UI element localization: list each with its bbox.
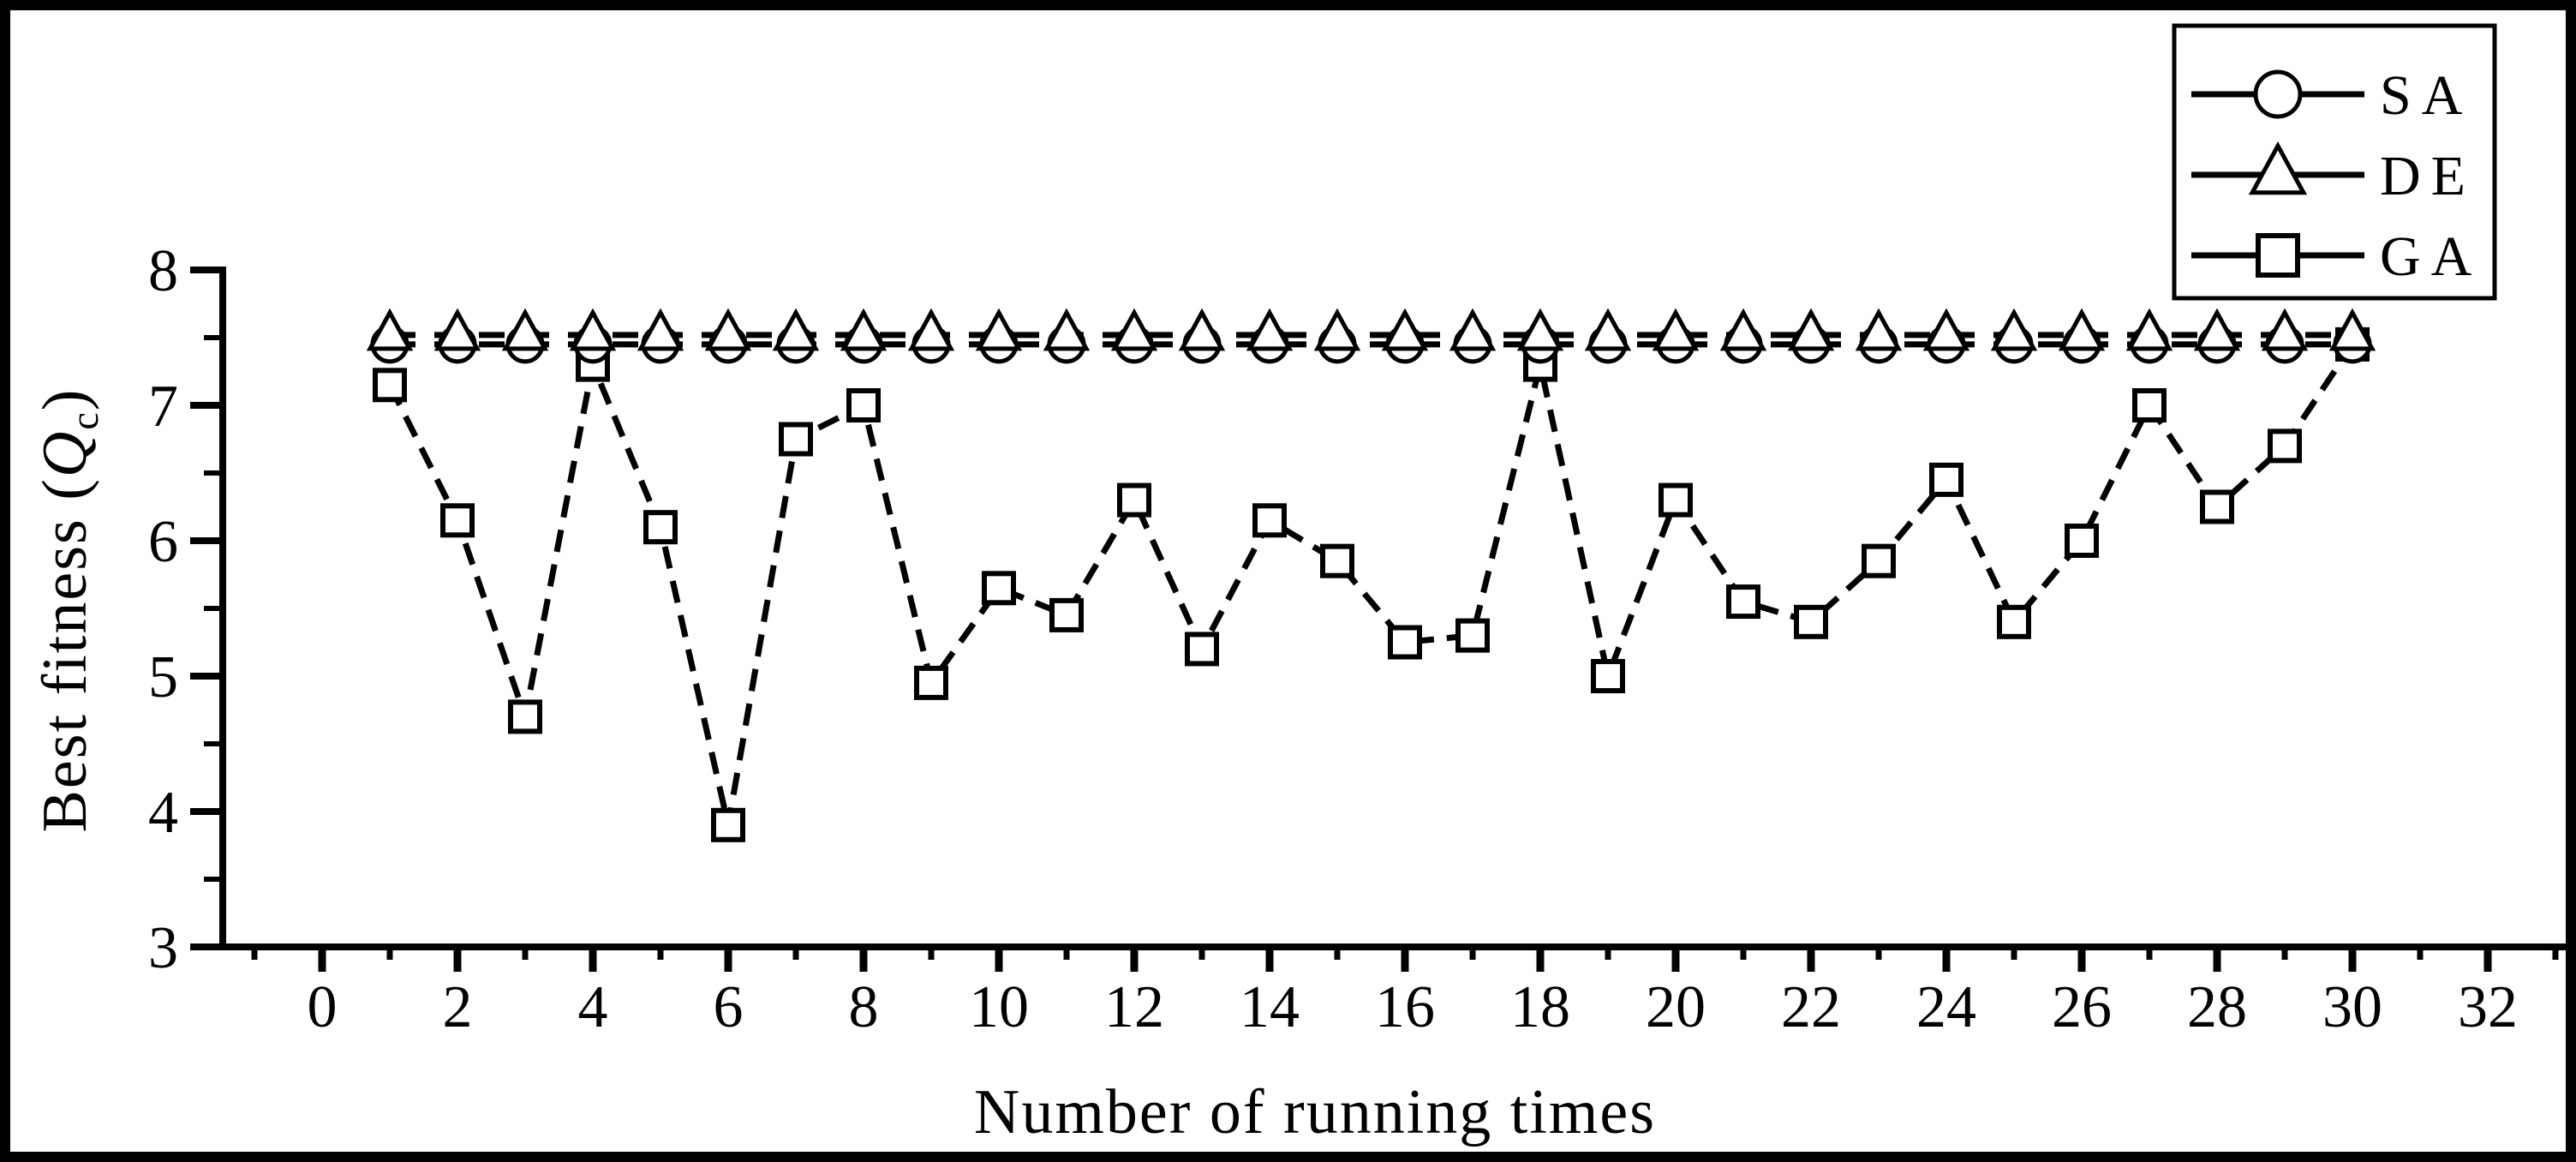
x-tick-label-18: 18 [1510,974,1570,1040]
x-axis-title: Number of running times [974,1077,1656,1147]
DE-marker [1787,308,1835,351]
x-tick-label-24: 24 [1916,974,1976,1040]
DE-marker [2058,308,2106,351]
x-tick-label-4: 4 [578,974,608,1040]
GA-marker [846,388,881,422]
GA-marker [508,699,542,734]
GA-marker [914,665,948,700]
legend-entry-GA: GA [2191,225,2482,288]
legend-circle-icon [2253,69,2303,119]
DE-marker [501,308,549,351]
GA-marker [1862,543,1896,578]
DE-marker [569,308,617,351]
DE-marker [772,308,820,351]
GA-marker [1185,632,1219,667]
x-tick-label-30: 30 [2322,974,2382,1040]
GA-marker [1659,482,1693,518]
GA-marker [711,807,745,842]
axis-ticks [190,267,2559,972]
legend-label-DE: DE [2380,145,2476,207]
GA-marker [1929,462,1963,497]
x-tick-label-10: 10 [969,974,1029,1040]
y-tick-label-5: 5 [148,644,178,710]
DE-marker [637,308,684,351]
DE-marker [1381,308,1429,351]
DE-marker [1178,308,1226,351]
GA-marker [643,510,678,545]
x-tick-label-0: 0 [308,974,338,1040]
GA-marker [1117,482,1151,518]
DE-marker [704,308,752,351]
legend-entry-SA: SA [2191,64,2472,127]
GA-marker [2268,428,2302,464]
x-tick-label-14: 14 [1240,974,1300,1040]
legend-square-icon [2256,233,2300,278]
legend-triangle-icon [2248,141,2308,195]
GA-marker [2132,388,2167,422]
DE-marker [1043,308,1091,351]
y-tick-label-7: 7 [148,374,178,440]
GA-marker [2200,489,2234,524]
x-tick-label-26: 26 [2052,974,2112,1040]
GA-marker [373,368,407,403]
GA-marker [440,503,475,538]
DE-marker [2193,308,2241,351]
y-tick-label-4: 4 [148,780,178,846]
GA-marker [1049,597,1084,632]
DE-marker [907,308,955,351]
DE-marker [2261,308,2309,351]
x-tick-label-12: 12 [1104,974,1164,1040]
DE-marker [1110,308,1158,351]
y-tick-label-6: 6 [148,509,178,575]
GA-marker [1320,543,1354,578]
x-tick-label-6: 6 [714,974,744,1040]
DE-marker [1855,308,1903,351]
DE-marker [2328,308,2376,351]
x-tick-label-16: 16 [1375,974,1435,1040]
y-tick-label-8: 8 [148,238,178,304]
legend: SA DE GA [2172,23,2497,301]
DE-marker [1922,308,1970,351]
DE-marker [1516,308,1564,351]
DE-marker [975,308,1023,351]
x-tick-label-28: 28 [2187,974,2247,1040]
GA-marker [1794,604,1828,639]
GA-marker [1388,625,1422,660]
GA-marker [1252,503,1287,538]
x-tick-label-2: 2 [443,974,473,1040]
y-tick-label-3: 3 [148,915,178,981]
legend-label-GA: GA [2380,225,2482,288]
DE-marker [1719,308,1767,351]
GA-marker [2065,524,2099,558]
y-axis-title: Best fitness (Qc) [30,388,106,833]
DE-marker [840,308,888,351]
GA-marker [1997,604,2031,639]
DE-marker [1584,308,1632,351]
x-tick-label-22: 22 [1781,974,1841,1040]
GA-marker [1455,618,1490,653]
DE-marker [366,308,414,351]
GA-marker [779,422,813,457]
GA-marker [1726,584,1760,620]
GA-marker [982,571,1016,606]
DE-marker [1313,308,1361,351]
x-tick-label-20: 20 [1646,974,1706,1040]
legend-label-SA: SA [2380,64,2472,127]
DE-marker [433,308,481,351]
DE-marker [2125,308,2173,351]
legend-entry-DE: DE [2191,141,2476,207]
DE-marker [1652,308,1700,351]
series-DE [366,308,2376,351]
GA-marker [1591,659,1625,693]
DE-marker [1246,308,1294,351]
DE-marker [1449,308,1497,351]
x-tick-label-8: 8 [849,974,879,1040]
DE-marker [1990,308,2038,351]
x-tick-label-32: 32 [2458,974,2518,1040]
